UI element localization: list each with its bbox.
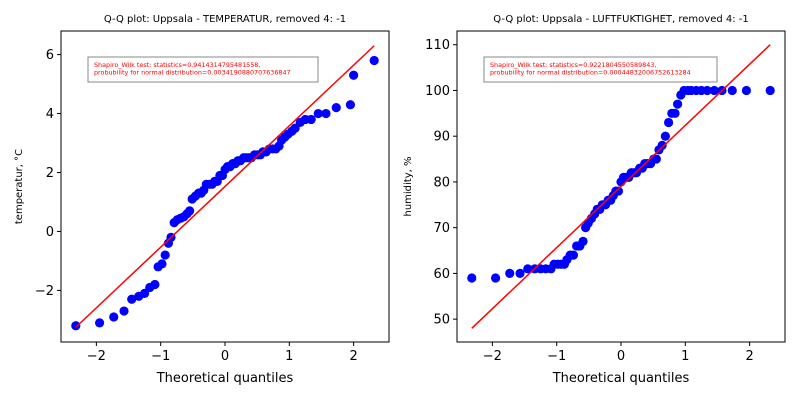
y-tick-label: 80 [433,175,450,190]
data-point [109,312,119,322]
x-tick-label: 1 [681,349,689,364]
data-point [651,154,661,164]
data-point [94,318,105,328]
x-axis-label: Theoretical quantiles [156,371,294,386]
data-point [523,264,533,274]
y-tick-label: 100 [425,84,450,99]
x-tick-label: 2 [745,349,753,364]
x-tick-label: 1 [285,349,293,364]
data-point [505,268,515,278]
data-point [71,321,81,331]
x-tick-label: 2 [349,349,357,364]
data-point [578,236,588,246]
data-point [741,85,752,96]
qq-panel-2: Q-Q plot: Uppsala - LUFTFUKTIGHET, remov… [403,14,786,386]
annotation-text: probubility for normal distribution=0.00… [94,69,291,77]
data-point [157,259,167,269]
y-tick-label: 4 [46,107,54,122]
y-tick-label: 2 [46,166,54,181]
data-point [663,117,674,128]
data-point [660,131,670,141]
data-point [150,279,160,290]
data-point [765,85,775,96]
chart-title: Q-Q plot: Uppsala - LUFTFUKTIGHET, remov… [493,14,749,25]
y-tick-label: 50 [433,313,450,328]
data-point [349,70,359,80]
data-point [727,85,737,96]
chart-title: Q-Q plot: Uppsala - TEMPERATUR, removed … [104,14,346,25]
reference-line [471,44,771,329]
data-point [613,186,624,196]
y-tick-label: 90 [433,130,450,145]
data-point [160,250,170,260]
data-point [702,85,712,96]
data-point [127,294,137,304]
x-tick-label: −2 [483,349,502,364]
data-point [369,55,379,66]
y-tick-label: 0 [46,225,54,240]
y-axis-label: humidity, % [403,156,414,216]
data-point [672,99,683,109]
data-point [345,100,356,110]
x-tick-label: −2 [87,349,106,364]
annotation-text: Shapiro_Wilk test: statistics=0.92218045… [490,61,656,69]
data-point [119,306,129,316]
qq-panel-1: Q-Q plot: Uppsala - TEMPERATUR, removed … [14,14,390,386]
annotation-text: probubility for normal distribution=0.00… [490,69,691,77]
data-point [568,250,579,260]
data-point [490,273,501,283]
reference-line [75,45,375,328]
y-axis-label: temperatur, °C [14,149,25,224]
x-tick-label: 0 [617,349,625,364]
data-point [313,108,323,119]
x-tick-label: −1 [151,349,170,364]
annotation-text: Shapiro_Wilk test: statistics=0.94143147… [94,61,260,69]
y-tick-label: 70 [433,221,450,236]
data-point [467,273,477,283]
y-tick-label: 110 [425,38,450,53]
data-point [331,103,341,113]
y-tick-label: −2 [35,284,54,299]
data-point [321,108,331,119]
x-tick-label: −1 [547,349,566,364]
data-point [306,114,316,125]
annotation-box [87,56,319,83]
data-point [670,108,680,118]
data-point [185,206,195,216]
x-tick-label: 0 [221,349,229,364]
data-point [515,268,525,278]
y-tick-label: 60 [433,267,450,282]
data-point [709,85,719,96]
x-axis-label: Theoretical quantiles [552,371,690,386]
annotation-box [483,56,718,83]
y-tick-label: 6 [46,48,54,63]
data-point [657,140,667,150]
